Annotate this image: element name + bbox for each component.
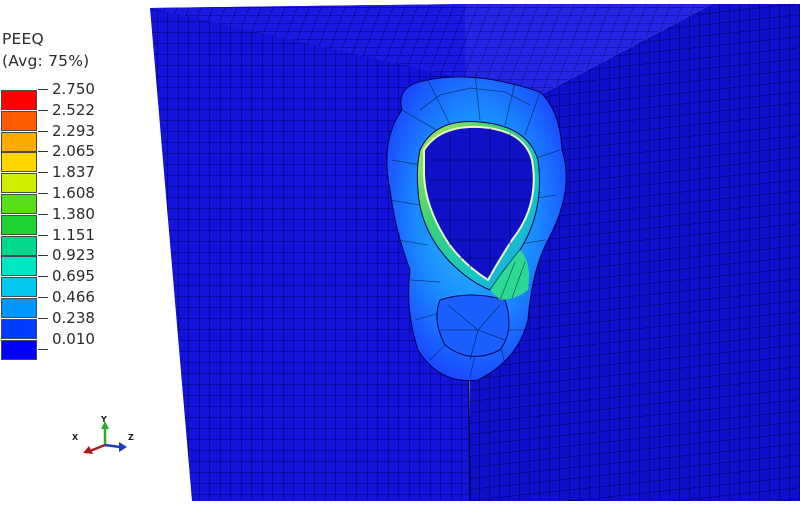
block-top-face xyxy=(150,4,712,95)
legend-level-label: 2.293 xyxy=(52,121,95,140)
legend-level-label: 0.923 xyxy=(52,246,95,265)
legend-tick xyxy=(38,297,48,298)
legend-level-label: 1.380 xyxy=(52,204,95,223)
legend-tick xyxy=(38,109,48,111)
legend-swatch xyxy=(1,90,37,110)
axis-triad xyxy=(83,421,127,454)
legend-tick xyxy=(38,172,48,174)
legend-level-label: 0.238 xyxy=(52,308,95,327)
legend-tick xyxy=(38,151,48,153)
legend-averaging: (Avg: 75%) xyxy=(2,52,90,70)
legend-swatch xyxy=(1,173,37,194)
legend-swatch xyxy=(1,214,37,235)
legend-tick xyxy=(38,255,48,257)
legend-tick xyxy=(38,234,48,236)
legend-tick xyxy=(38,130,48,132)
legend-swatch xyxy=(1,152,37,173)
legend-swatch xyxy=(1,318,37,339)
legend-tick xyxy=(38,317,48,319)
legend-swatch xyxy=(1,256,37,277)
legend-level-label: 0.466 xyxy=(52,288,95,306)
block-left-face xyxy=(150,4,470,501)
legend-swatch xyxy=(1,339,37,360)
legend-tick xyxy=(38,348,48,350)
legend-variable: PEEQ xyxy=(2,30,44,48)
triad-x-label: X xyxy=(72,433,79,442)
triad-z-label: Z xyxy=(128,433,134,442)
legend-level-label: 0.695 xyxy=(52,267,95,286)
legend-level-label: 2.065 xyxy=(52,142,95,161)
legend-tick xyxy=(38,193,48,194)
legend-swatch xyxy=(1,235,37,256)
legend-level-label: 0.010 xyxy=(52,329,95,348)
legend-swatch xyxy=(1,298,37,318)
legend-level-label: 2.522 xyxy=(52,100,95,119)
legend-tick xyxy=(38,276,48,278)
legend-tick xyxy=(38,213,48,215)
triad-x-axis xyxy=(89,443,106,453)
legend-level-label: 1.608 xyxy=(52,184,95,202)
legend-tick xyxy=(38,89,48,90)
legend-level-label: 1.151 xyxy=(52,225,95,244)
legend-swatch xyxy=(1,194,37,214)
legend-swatch xyxy=(1,131,37,152)
triad-y-label: Y xyxy=(101,415,107,424)
cavity-opening xyxy=(423,125,535,282)
legend-level-label: 1.837 xyxy=(52,163,95,182)
legend-level-label: 2.750 xyxy=(52,80,95,98)
legend-swatch xyxy=(1,110,37,131)
legend-swatch xyxy=(1,277,37,298)
triad-z-axis xyxy=(104,443,121,449)
